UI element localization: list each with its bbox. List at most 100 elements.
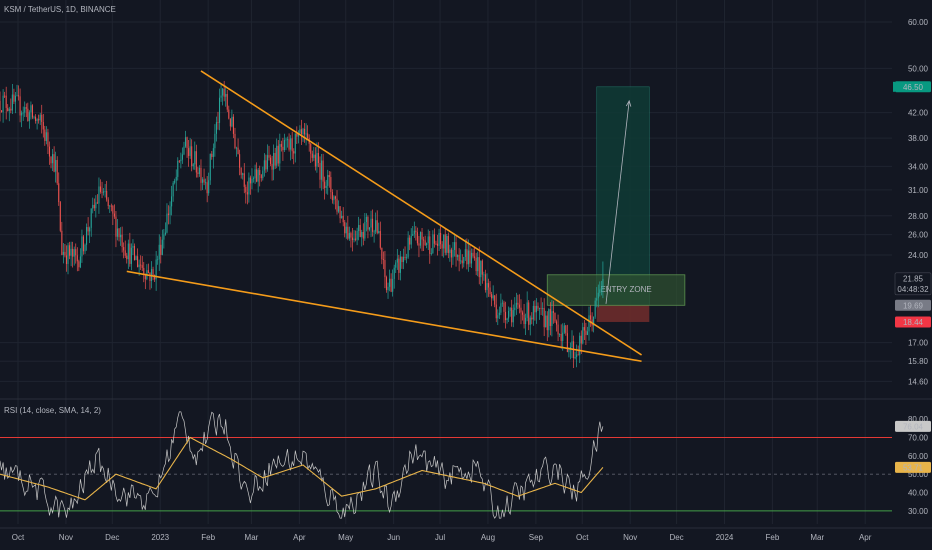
candle-body — [277, 145, 279, 164]
candle-body — [353, 238, 355, 241]
candle-body — [198, 167, 200, 174]
candle-body — [180, 159, 182, 162]
candle-body — [358, 225, 360, 231]
candle-body — [41, 114, 43, 123]
candle-body — [330, 177, 332, 193]
candle-body — [426, 243, 428, 245]
candle-body — [121, 234, 123, 248]
candle-body — [263, 160, 265, 171]
y-tick-label: 38.00 — [908, 134, 929, 143]
candle-body — [430, 253, 432, 254]
candle-body — [525, 317, 527, 325]
candle-body — [305, 133, 307, 135]
candle-body — [291, 138, 293, 152]
candle-body — [36, 119, 38, 121]
candle-body — [254, 169, 256, 179]
candle-body — [152, 269, 154, 276]
candle-body — [491, 294, 493, 299]
candle-body — [240, 167, 242, 175]
candle-body — [455, 242, 457, 258]
candle-body — [45, 132, 47, 141]
rsi-value-tag — [895, 420, 931, 432]
candle-body — [59, 202, 61, 231]
candle-body — [494, 295, 496, 305]
candle-body — [443, 234, 445, 249]
candle-body — [283, 140, 285, 151]
candle-body — [44, 129, 46, 141]
candle-body — [387, 286, 389, 291]
candle-body — [184, 137, 187, 147]
candle-body — [381, 247, 383, 260]
rsi-value-tag-label: 76.04 — [903, 422, 924, 431]
candle-body — [538, 307, 541, 309]
candle-body — [307, 133, 309, 139]
candle-body — [344, 222, 346, 234]
candle-body — [441, 244, 443, 249]
target-marker — [893, 81, 895, 92]
candle-body — [565, 325, 567, 334]
candle-body — [355, 238, 357, 240]
candle-body — [35, 116, 37, 121]
candle-body — [362, 231, 364, 239]
candle-body — [310, 143, 312, 154]
candle-body — [392, 278, 394, 292]
candle-body — [231, 116, 233, 127]
candle-body — [521, 312, 524, 315]
x-tick-label: Mar — [245, 533, 259, 542]
candle-body — [450, 249, 452, 258]
candle-body — [378, 231, 380, 234]
candle-body — [566, 333, 568, 353]
candle-body — [47, 132, 49, 147]
candle-body — [21, 112, 23, 116]
candle-body — [495, 304, 497, 319]
candle-body — [22, 112, 24, 114]
candle-body — [489, 287, 491, 295]
candle-body — [531, 317, 533, 320]
candle-body — [322, 160, 324, 182]
candle-body — [562, 332, 564, 342]
candle-body — [447, 235, 449, 253]
candle-body — [523, 314, 525, 325]
candle-body — [470, 252, 473, 264]
rsi-header[interactable]: RSI (14, close, SMA, 14, 2) — [4, 406, 101, 415]
candle-body — [52, 154, 54, 164]
x-tick-label: Jul — [435, 533, 445, 542]
candle-body — [155, 259, 157, 280]
candle-body — [368, 227, 371, 230]
candle-body — [518, 304, 520, 308]
candle-body — [501, 302, 503, 304]
candle-body — [559, 334, 561, 335]
rsi-tick-label: 60.00 — [908, 452, 929, 461]
candle-body — [197, 172, 199, 174]
candle-body — [234, 133, 236, 148]
price-tag — [894, 272, 932, 296]
candle-body — [419, 232, 422, 246]
candle-body — [576, 354, 578, 358]
candle-body — [529, 317, 531, 325]
candle-body — [557, 324, 559, 335]
candles — [0, 80, 604, 369]
candle-body — [273, 153, 275, 170]
candle-body — [506, 318, 508, 321]
candle-body — [508, 310, 510, 319]
candle-body — [512, 310, 514, 323]
candle-body — [123, 247, 125, 251]
entry-zone-label: ENTRY ZONE — [600, 285, 651, 294]
candle-body — [70, 248, 72, 256]
y-tick-label: 15.80 — [908, 357, 929, 366]
candle-body — [596, 298, 598, 301]
candle-body — [568, 349, 570, 353]
symbol-header[interactable]: KSM / TetherUS, 1D, BINANCE — [4, 5, 116, 14]
candle-body — [158, 244, 160, 260]
candle-body — [463, 257, 465, 264]
candle-body — [412, 234, 414, 236]
candle-body — [239, 154, 241, 168]
candle-body — [31, 105, 34, 118]
candle-body — [243, 173, 245, 187]
candle-body — [220, 95, 222, 98]
candle-body — [551, 311, 553, 327]
candle-body — [282, 146, 284, 151]
candle-body — [314, 154, 316, 167]
candle-body — [11, 94, 13, 111]
